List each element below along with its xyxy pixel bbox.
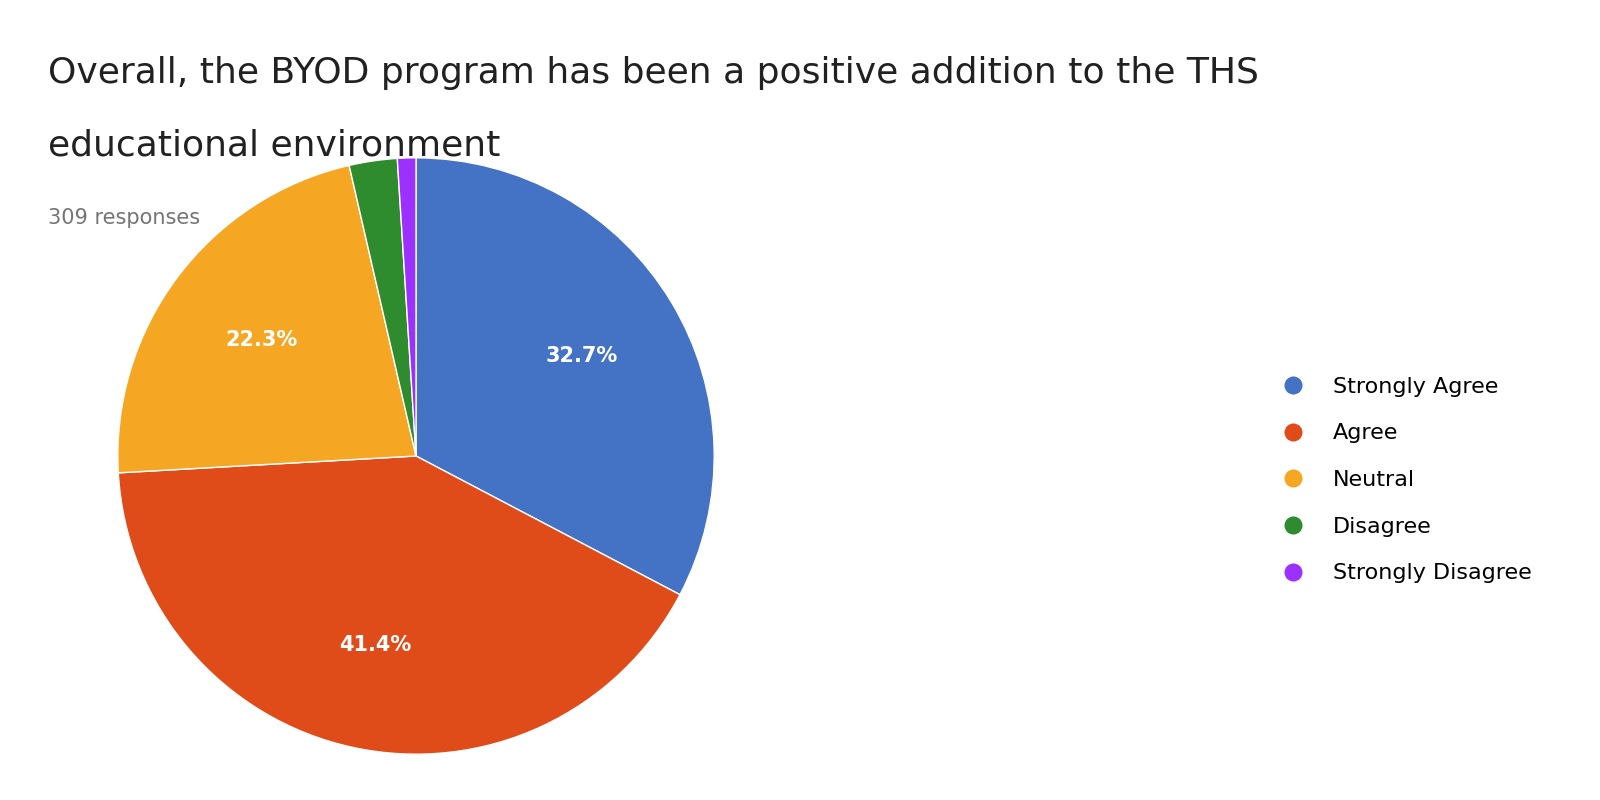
Text: 32.7%: 32.7% (546, 346, 618, 366)
Text: 22.3%: 22.3% (226, 330, 298, 350)
Wedge shape (397, 158, 416, 456)
Wedge shape (349, 158, 416, 456)
Wedge shape (118, 166, 416, 473)
Text: Overall, the BYOD program has been a positive addition to the THS: Overall, the BYOD program has been a pos… (48, 56, 1259, 90)
Wedge shape (118, 456, 680, 754)
Text: educational environment: educational environment (48, 128, 501, 162)
Legend: Strongly Agree, Agree, Neutral, Disagree, Strongly Disagree: Strongly Agree, Agree, Neutral, Disagree… (1262, 368, 1541, 592)
Text: 309 responses: 309 responses (48, 208, 200, 228)
Text: 41.4%: 41.4% (339, 635, 411, 655)
Wedge shape (416, 158, 714, 594)
